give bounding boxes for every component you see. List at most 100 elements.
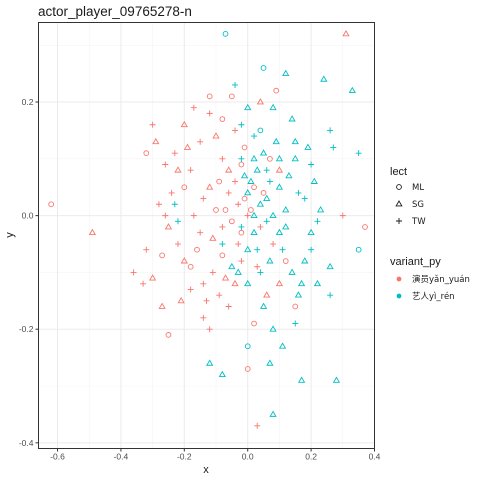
data-point-ml bbox=[229, 93, 235, 100]
y-tick-label: 0.2 bbox=[22, 97, 34, 107]
data-point-tw bbox=[219, 241, 226, 248]
x-tick-label: 0.0 bbox=[242, 452, 254, 462]
data-point-ml bbox=[257, 127, 264, 134]
legend-key-ml bbox=[396, 184, 402, 190]
legend-label-lect: ML bbox=[412, 183, 424, 193]
data-point-tw bbox=[225, 189, 232, 196]
data-point-ml bbox=[213, 207, 219, 213]
data-point-sg bbox=[288, 268, 296, 275]
data-point-sg bbox=[316, 206, 325, 213]
data-point-ml bbox=[216, 178, 223, 185]
data-point-sg bbox=[177, 296, 185, 304]
data-point-sg bbox=[294, 291, 303, 298]
data-point-sg bbox=[250, 228, 258, 236]
legend-label-variant: 演员yǎn_yuán bbox=[412, 274, 470, 285]
data-point-sg bbox=[250, 154, 258, 162]
data-point-tw bbox=[238, 155, 245, 162]
data-point-sg bbox=[263, 194, 271, 201]
data-point-sg bbox=[307, 228, 315, 236]
data-point-tw bbox=[149, 121, 156, 128]
data-point-tw bbox=[219, 155, 226, 162]
y-tick-label: 0.0 bbox=[22, 211, 34, 221]
data-point-sg bbox=[285, 171, 293, 179]
x-tick-label: -0.4 bbox=[114, 452, 129, 462]
y-tick-label: -0.2 bbox=[19, 324, 34, 334]
data-point-sg bbox=[269, 103, 277, 111]
data-point-sg bbox=[180, 257, 188, 264]
data-point-tw bbox=[190, 104, 197, 111]
data-point-sg bbox=[209, 234, 217, 241]
data-point-ml bbox=[238, 229, 245, 236]
data-point-tw bbox=[203, 297, 210, 304]
data-point-sg bbox=[282, 69, 290, 77]
legend: lect ML SG TW variant_py 演员yǎn_yuán 艺人yì_rén bbox=[390, 166, 470, 302]
data-point-sg bbox=[247, 177, 255, 184]
data-point-sg bbox=[304, 143, 312, 150]
data-point-tw bbox=[206, 110, 213, 117]
data-point-ml bbox=[48, 201, 55, 208]
data-point-sg bbox=[231, 279, 239, 287]
y-axis-ticks: -0.4 -0.2 0.0 0.2 bbox=[19, 97, 39, 448]
data-point-sg bbox=[275, 228, 284, 236]
data-point-sg bbox=[244, 103, 252, 111]
data-point-ml bbox=[159, 252, 165, 259]
data-point-sg bbox=[263, 291, 271, 298]
data-point-sg bbox=[256, 200, 265, 207]
y-axis-title: y bbox=[4, 232, 16, 238]
legend-key-variant bbox=[396, 276, 402, 282]
data-point-ml bbox=[244, 343, 251, 350]
data-point-tw bbox=[140, 280, 147, 287]
data-point-tw bbox=[235, 241, 242, 248]
data-point-tw bbox=[355, 150, 362, 157]
data-point-sg bbox=[253, 166, 261, 173]
data-point-sg bbox=[183, 143, 192, 150]
data-point-tw bbox=[200, 280, 207, 287]
data-point-ml bbox=[362, 224, 368, 230]
data-point-sg bbox=[218, 370, 226, 378]
data-point-sg bbox=[342, 29, 350, 37]
data-point-tw bbox=[206, 326, 213, 333]
data-point-tw bbox=[295, 189, 302, 196]
data-point-sg bbox=[240, 171, 249, 179]
data-point-tw bbox=[225, 303, 232, 310]
data-point-sg bbox=[234, 268, 242, 275]
data-point-tw bbox=[244, 212, 251, 219]
data-point-sg bbox=[275, 183, 284, 190]
data-point-ml bbox=[244, 366, 251, 372]
data-point-tw bbox=[232, 127, 239, 134]
data-point-sg bbox=[206, 359, 214, 366]
data-point-tw bbox=[327, 292, 334, 299]
data-point-ml bbox=[238, 161, 245, 168]
legend-label-variant: 艺人yì_rén bbox=[412, 291, 455, 302]
data-point-tw bbox=[254, 422, 261, 429]
data-point-sg bbox=[272, 137, 280, 145]
data-point-tw bbox=[171, 150, 178, 157]
data-point-sg bbox=[158, 302, 166, 309]
chart-title: actor_player_09765278-n bbox=[38, 4, 192, 19]
data-point-ml bbox=[181, 184, 188, 191]
legend-label-lect: TW bbox=[411, 217, 426, 227]
data-point-sg bbox=[174, 166, 182, 173]
data-point-ml bbox=[260, 190, 267, 196]
x-tick-label: 0.4 bbox=[369, 452, 381, 462]
data-point-sg bbox=[297, 376, 306, 383]
legend-title-variant: variant_py bbox=[390, 256, 441, 268]
data-point-ml bbox=[187, 263, 194, 270]
data-point-tw bbox=[251, 133, 258, 140]
data-point-ml bbox=[194, 246, 200, 253]
data-point-tw bbox=[314, 218, 321, 225]
data-point-tw bbox=[327, 127, 334, 134]
data-point-ml bbox=[260, 65, 267, 71]
data-point-sg bbox=[291, 137, 299, 145]
data-point-ml bbox=[219, 116, 226, 122]
data-point-sg bbox=[278, 342, 287, 349]
data-point-tw bbox=[197, 229, 204, 236]
data-point-ml bbox=[282, 258, 289, 264]
data-point-tw bbox=[187, 167, 194, 174]
legend-title-lect: lect bbox=[390, 166, 407, 178]
data-point-sg bbox=[148, 274, 157, 281]
legend-key-variant bbox=[396, 293, 402, 299]
data-point-ml bbox=[248, 207, 254, 213]
data-point-sg bbox=[282, 223, 290, 230]
data-point-sg bbox=[288, 115, 296, 122]
